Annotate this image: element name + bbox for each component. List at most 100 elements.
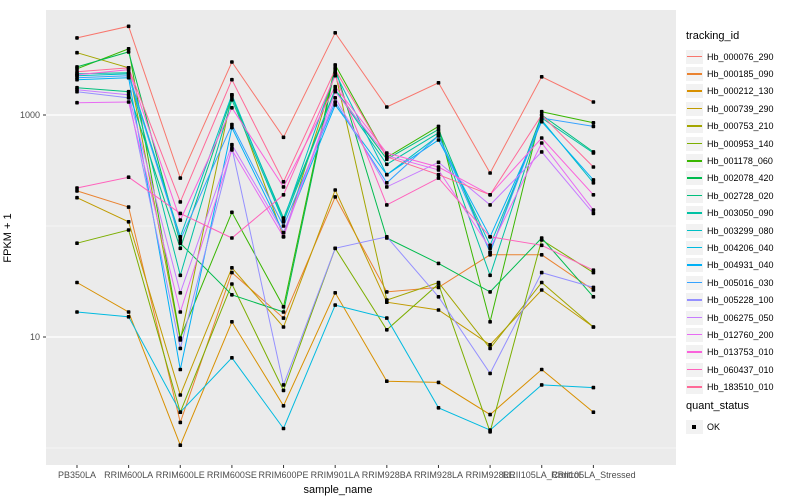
data-point <box>75 50 79 55</box>
data-point <box>126 205 131 209</box>
data-point <box>539 141 544 145</box>
data-point <box>281 224 286 228</box>
x-tick-label: RRIM600SE <box>207 470 257 480</box>
data-point <box>436 160 441 165</box>
legend-key-icon <box>686 380 703 395</box>
legend-item-label: Hb_183510_010 <box>707 382 774 393</box>
legend-item: Hb_000212_130 <box>686 83 774 100</box>
legend-key-icon <box>686 49 703 64</box>
data-point <box>178 238 183 242</box>
data-point <box>385 328 389 332</box>
data-point <box>75 73 79 77</box>
quant-legend-title: quant_status <box>686 400 749 412</box>
data-point <box>230 293 234 297</box>
data-point <box>230 236 234 240</box>
data-point <box>591 325 596 329</box>
legend-item: Hb_006275_050 <box>686 309 774 326</box>
data-point <box>333 67 337 72</box>
data-point <box>385 151 389 155</box>
data-point <box>488 246 492 251</box>
legend-color-line <box>687 386 702 388</box>
data-point <box>539 150 544 154</box>
data-point <box>75 70 79 74</box>
y-tick-label: 1000 <box>20 110 40 120</box>
data-point <box>488 171 492 175</box>
data-point <box>126 93 131 97</box>
legend-title: tracking_id <box>686 30 740 42</box>
data-point <box>333 303 337 307</box>
data-point <box>230 106 234 110</box>
data-point <box>591 165 596 169</box>
data-point <box>591 285 596 290</box>
data-point <box>333 84 337 89</box>
quant-status-legend: quant_status OK <box>686 400 749 435</box>
chart-panel <box>46 10 676 465</box>
legend-item: Hb_002728_020 <box>686 187 774 204</box>
data-point <box>126 73 131 78</box>
data-point <box>488 371 492 376</box>
legend-color-line <box>687 90 702 92</box>
data-point <box>591 181 596 185</box>
data-point <box>230 320 234 324</box>
legend-item-label: Hb_005016_030 <box>707 277 774 288</box>
data-point <box>178 393 183 397</box>
data-point <box>230 270 234 275</box>
data-point <box>126 66 131 70</box>
data-point <box>436 406 441 410</box>
legend-key-icon <box>686 136 703 151</box>
data-point <box>591 268 596 272</box>
data-point <box>333 63 337 67</box>
data-point <box>488 320 492 324</box>
data-point <box>488 235 492 239</box>
data-point <box>385 181 389 185</box>
legend-item-label: Hb_000076_290 <box>707 51 774 62</box>
data-point <box>333 73 337 78</box>
legend-key-icon <box>686 310 703 325</box>
data-point <box>539 280 544 285</box>
legend-item: Hb_000185_090 <box>686 65 774 82</box>
legend-item-label: Hb_000185_090 <box>707 69 774 80</box>
data-point <box>591 100 596 104</box>
legend-color-line <box>687 55 702 58</box>
data-point <box>436 165 441 169</box>
data-point <box>178 273 183 278</box>
legend-key-icon <box>686 258 703 273</box>
data-point <box>230 60 234 64</box>
legend-item-label: Hb_003299_080 <box>707 225 774 236</box>
data-point <box>230 148 234 152</box>
data-point <box>436 168 441 172</box>
data-point <box>178 310 183 314</box>
data-point <box>126 50 131 54</box>
legend-item: Hb_000076_290 <box>686 48 774 65</box>
data-point <box>230 282 234 286</box>
legend-color-line <box>687 212 702 214</box>
legend-color-line <box>687 246 702 249</box>
legend-item: Hb_000953_140 <box>686 135 774 152</box>
data-point <box>75 310 79 314</box>
legend-key-icon <box>686 67 703 82</box>
data-point <box>539 383 544 387</box>
legend-item: Hb_000753_210 <box>686 118 774 135</box>
data-point <box>436 124 441 129</box>
data-point <box>178 443 183 447</box>
legend-key-icon <box>686 223 703 238</box>
legend-color-line <box>687 351 702 353</box>
data-point <box>488 273 492 278</box>
data-point <box>539 243 544 248</box>
data-point <box>75 75 79 80</box>
legend-item-label: Hb_001178_060 <box>707 156 773 167</box>
data-point <box>281 180 286 184</box>
data-point <box>75 280 79 285</box>
data-point <box>281 426 286 431</box>
data-point <box>591 193 596 197</box>
data-point <box>591 121 596 125</box>
data-point <box>281 135 286 140</box>
data-point <box>75 36 79 40</box>
legend-item: Hb_013753_010 <box>686 344 774 361</box>
legend-color-line <box>687 368 702 371</box>
data-point <box>591 410 596 414</box>
data-point <box>230 125 234 130</box>
legend-key-icon <box>686 119 703 134</box>
y-tick-label: 10 <box>30 332 40 342</box>
